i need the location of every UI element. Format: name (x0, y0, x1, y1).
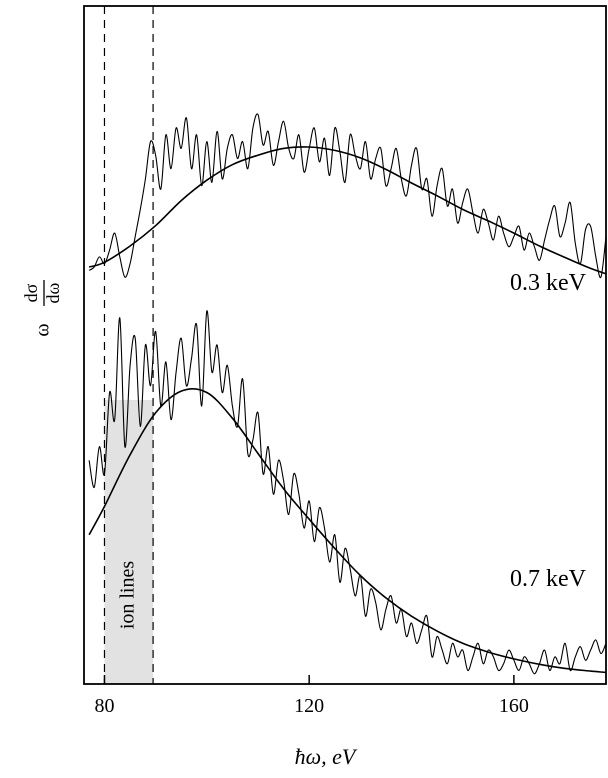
series-0-3-kev-fit-curve (88, 146, 607, 275)
x-axis-label: ħω, eV (295, 744, 358, 769)
series-0-7-kev-fit-curve (88, 388, 607, 674)
x-tick-label-160: 160 (499, 695, 529, 717)
series-0-7-kev-data-line (88, 310, 607, 675)
y-axis-label-numerator: dσ (21, 283, 41, 302)
series-0-3-kev-data-line (88, 113, 607, 279)
x-tick-label-80: 80 (94, 695, 114, 717)
y-axis-label-omega: ω (32, 323, 54, 336)
ion-lines-band (104, 400, 154, 684)
series-label-0-7-kev: 0.7 keV (510, 566, 587, 592)
ion-lines-label: ion lines (116, 561, 138, 630)
x-tick-label-120: 120 (294, 695, 324, 717)
y-axis-label: ω dσ dω (21, 280, 63, 337)
series-label-0-3-kev: 0.3 keV (510, 270, 587, 296)
y-axis-label-denominator: dω (43, 282, 63, 303)
plot-frame (83, 5, 607, 685)
